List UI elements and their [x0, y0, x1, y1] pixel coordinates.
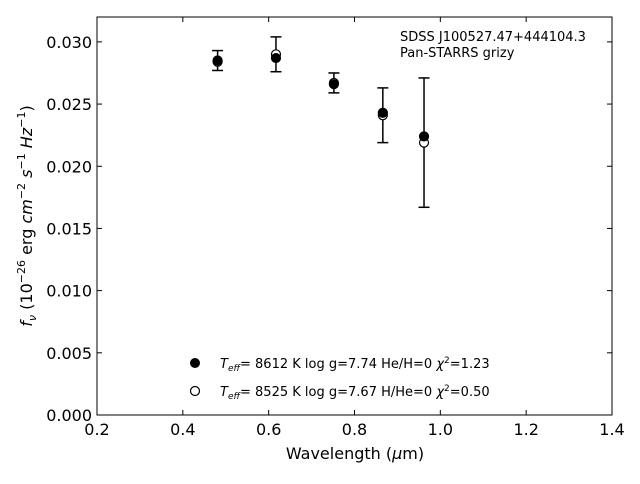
x-tick-label: 0.2	[84, 420, 109, 439]
legend-marker-filled	[190, 358, 200, 368]
legend-entry-1: Teff= 8612 K log g=7.74 He/H=0 χ2=1.23	[220, 356, 490, 374]
annotation-object-name: SDSS J100527.47+444104.3	[400, 30, 586, 45]
x-tick-label: 0.6	[256, 420, 281, 439]
axis-ticks: 0.2 0.4 0.6 0.8 1.0 1.2 1.4 0.000 0.005 0.010 0.01…	[46, 17, 625, 439]
x-tick-label: 0.4	[170, 420, 195, 439]
y-tick-label: 0.030	[46, 33, 92, 52]
y-tick-label: 0.005	[46, 344, 92, 363]
x-tick-label: 1.0	[428, 420, 453, 439]
legend-entry-2: Teff= 8525 K log g=7.67 H/He=0 χ2=0.50	[220, 384, 490, 402]
data-points	[212, 49, 430, 148]
point-filled	[418, 131, 430, 142]
y-tick-label: 0.000	[46, 406, 92, 425]
point-filled	[377, 107, 388, 118]
y-tick-label: 0.015	[46, 219, 92, 238]
error-bars	[212, 36, 430, 209]
x-axis-label: Wavelength (μm)	[286, 444, 424, 463]
x-tick-label: 0.8	[342, 420, 367, 439]
y-tick-label: 0.020	[46, 157, 92, 176]
point-filled	[328, 79, 339, 90]
x-tick-label: 1.4	[599, 420, 624, 439]
point-filled	[212, 55, 223, 66]
x-tick-label: 1.2	[513, 420, 538, 439]
y-tick-label: 0.025	[46, 95, 92, 114]
legend-marker-open	[189, 385, 201, 397]
plot-frame	[96, 16, 613, 416]
legend: Teff= 8612 K log g=7.74 He/H=0 χ2=1.23 T…	[189, 356, 490, 402]
annotation-survey: Pan-STARRS grizy	[400, 46, 515, 61]
y-tick-label: 0.010	[46, 282, 92, 301]
y-axis-label: fν (10−26 erg cm−2 s−1 Hz−1)	[15, 105, 39, 326]
point-filled	[270, 52, 282, 64]
